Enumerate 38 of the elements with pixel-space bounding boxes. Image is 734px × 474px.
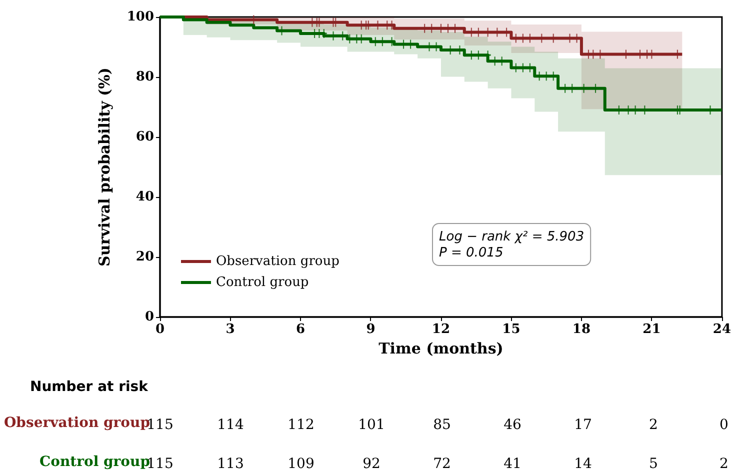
y-axis-title: Survival probability (%) bbox=[96, 68, 114, 266]
y-tick-label: 20 bbox=[136, 250, 154, 264]
text: 72 bbox=[433, 456, 451, 472]
x-tick-label: 21 bbox=[642, 322, 661, 337]
x-tick-label: 0 bbox=[155, 322, 165, 337]
y-tick-label: 60 bbox=[136, 130, 154, 144]
text: 113 bbox=[217, 456, 244, 472]
annotation: P = 0.015 bbox=[439, 246, 504, 260]
text: 114 bbox=[217, 417, 244, 433]
text: Number at risk bbox=[30, 379, 149, 395]
x-tick-label: 6 bbox=[296, 322, 306, 337]
x-tick-label: 15 bbox=[502, 322, 520, 337]
x-tick-label: 12 bbox=[432, 322, 450, 337]
text: 85 bbox=[433, 417, 451, 433]
x-tick-label: 9 bbox=[366, 322, 376, 337]
text: 5 bbox=[649, 456, 658, 472]
text: 0 bbox=[720, 417, 728, 433]
text: 17 bbox=[574, 417, 592, 433]
y-tick-label: 0 bbox=[144, 310, 154, 324]
text: 101 bbox=[358, 417, 385, 433]
legend-label: Observation group bbox=[216, 254, 340, 269]
text: 2 bbox=[649, 417, 658, 433]
legend-label: Control group bbox=[216, 275, 309, 290]
x-tick-label: 3 bbox=[226, 322, 235, 337]
text: 2 bbox=[720, 456, 728, 472]
text: 41 bbox=[504, 456, 522, 472]
y-tick-label: 80 bbox=[136, 70, 154, 84]
x-axis-title: Time (months) bbox=[378, 340, 504, 358]
text: 112 bbox=[288, 417, 314, 433]
x-tick-label: 24 bbox=[712, 322, 731, 337]
y-tick-label: 100 bbox=[126, 10, 154, 24]
y-tick-label: 40 bbox=[136, 190, 154, 204]
annotation: Log − rank χ² = 5.903 bbox=[439, 230, 584, 244]
text: 109 bbox=[288, 456, 314, 472]
text: 46 bbox=[504, 417, 522, 433]
text: 92 bbox=[362, 456, 380, 472]
text: 14 bbox=[574, 456, 592, 472]
x-tick-label: 18 bbox=[572, 322, 591, 337]
